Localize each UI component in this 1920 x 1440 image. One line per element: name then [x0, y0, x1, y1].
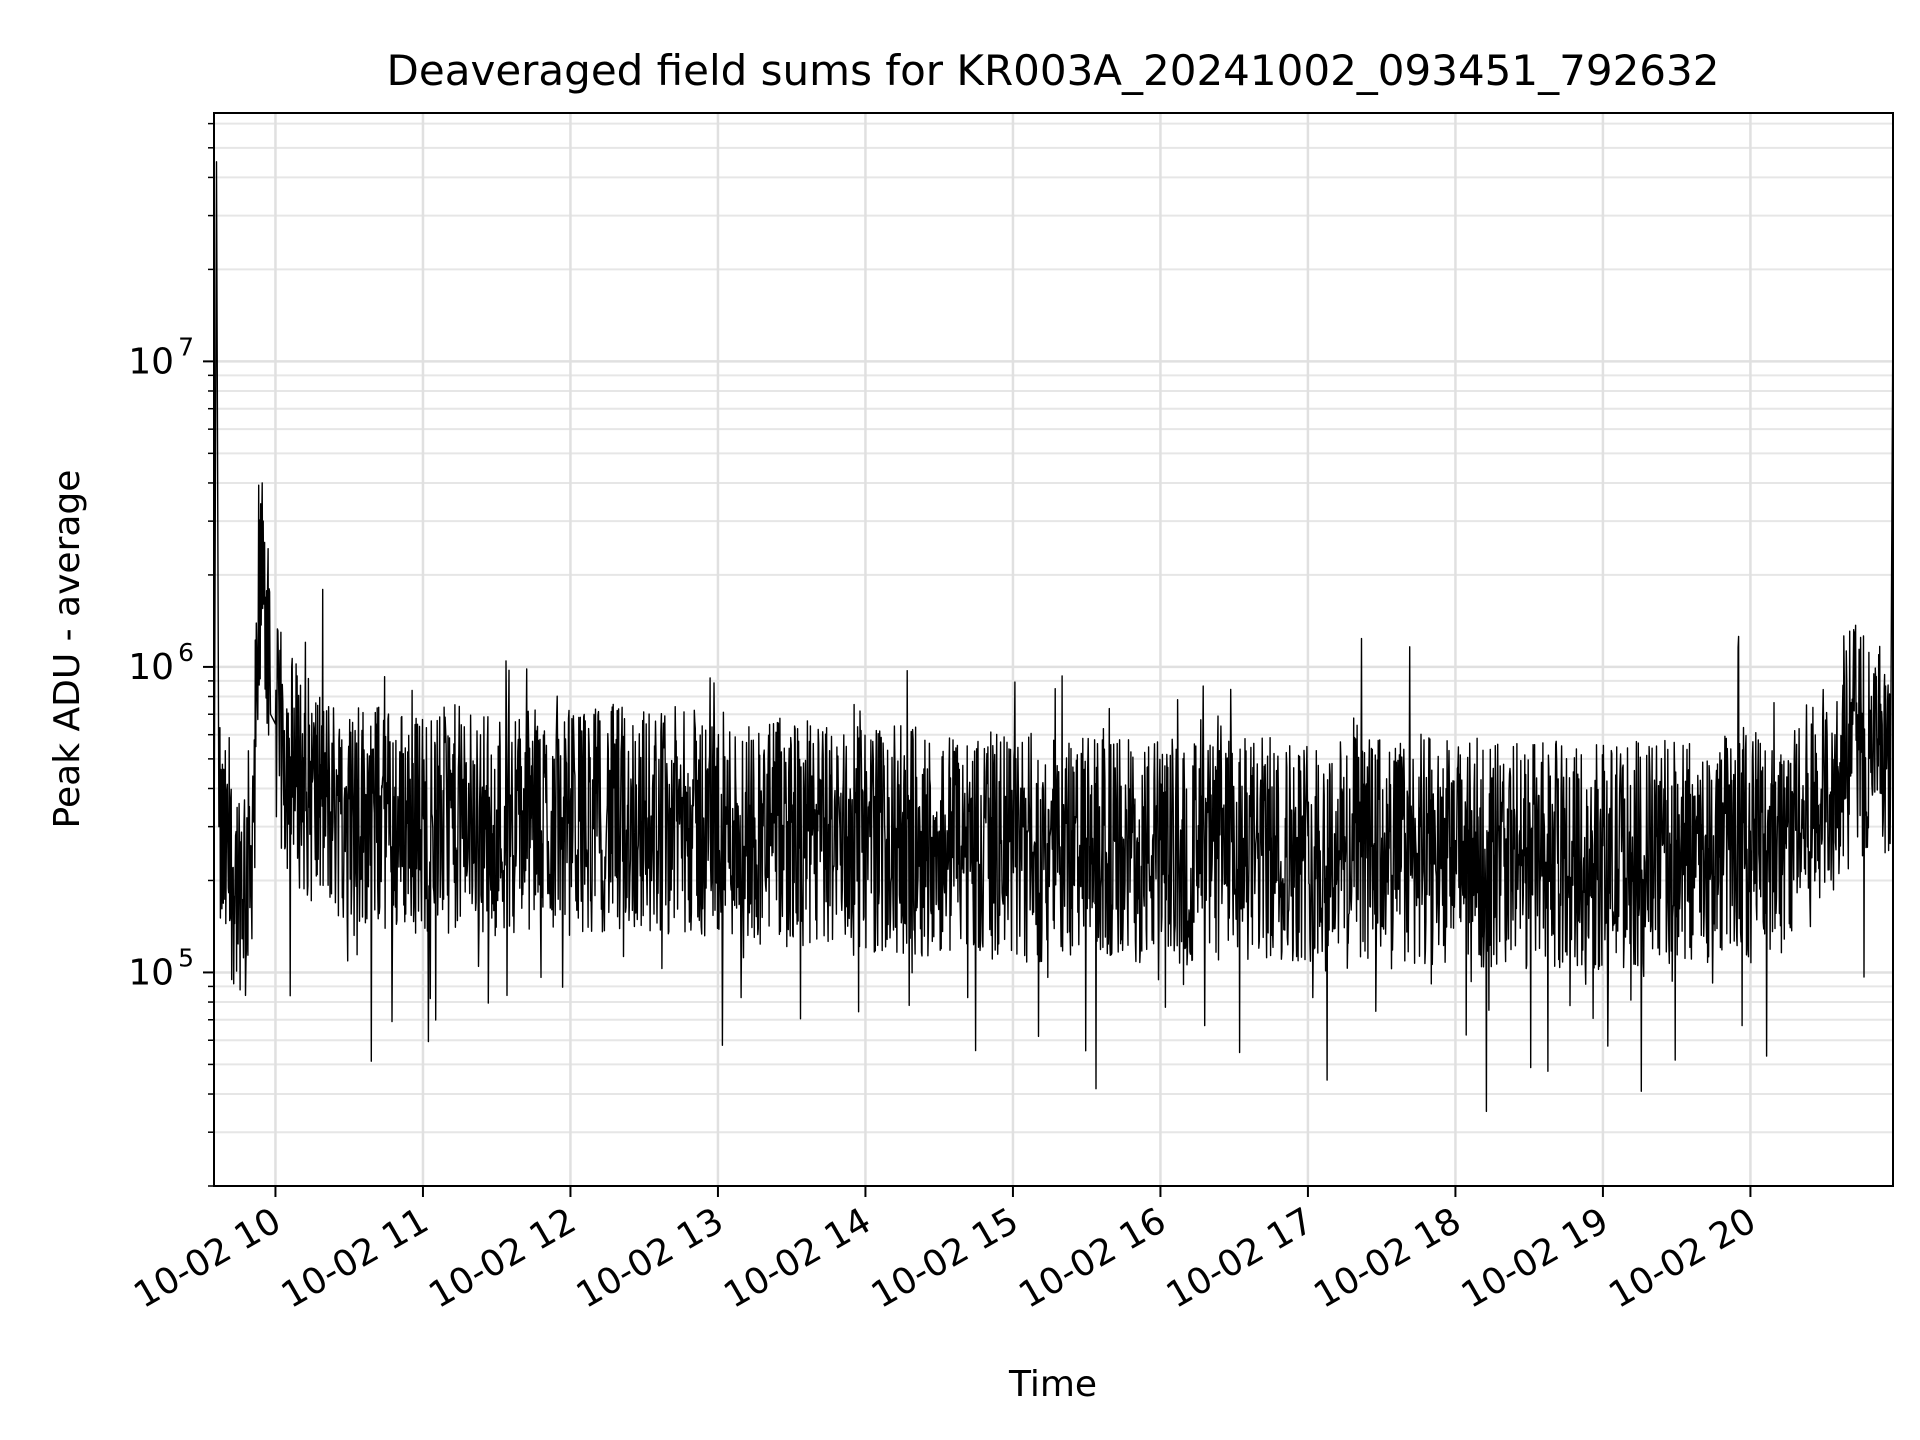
y-tick-label: 10 — [128, 952, 174, 993]
plot-frame — [213, 112, 1894, 1187]
y-tick-label: 10 — [128, 647, 174, 688]
y-tick-label: 10 — [128, 341, 174, 382]
series-line — [213, 161, 1894, 1113]
y-tick-label-exponent: 6 — [178, 638, 194, 667]
y-tick-label-exponent: 7 — [178, 332, 194, 361]
series-group — [213, 161, 1894, 1113]
x-axis-label: Time — [1008, 1364, 1097, 1405]
y-tick-label-exponent: 5 — [178, 943, 194, 972]
chart-title: Deaveraged field sums for KR003A_2024100… — [387, 46, 1720, 95]
y-axis-label: Peak ADU - average — [47, 470, 88, 829]
